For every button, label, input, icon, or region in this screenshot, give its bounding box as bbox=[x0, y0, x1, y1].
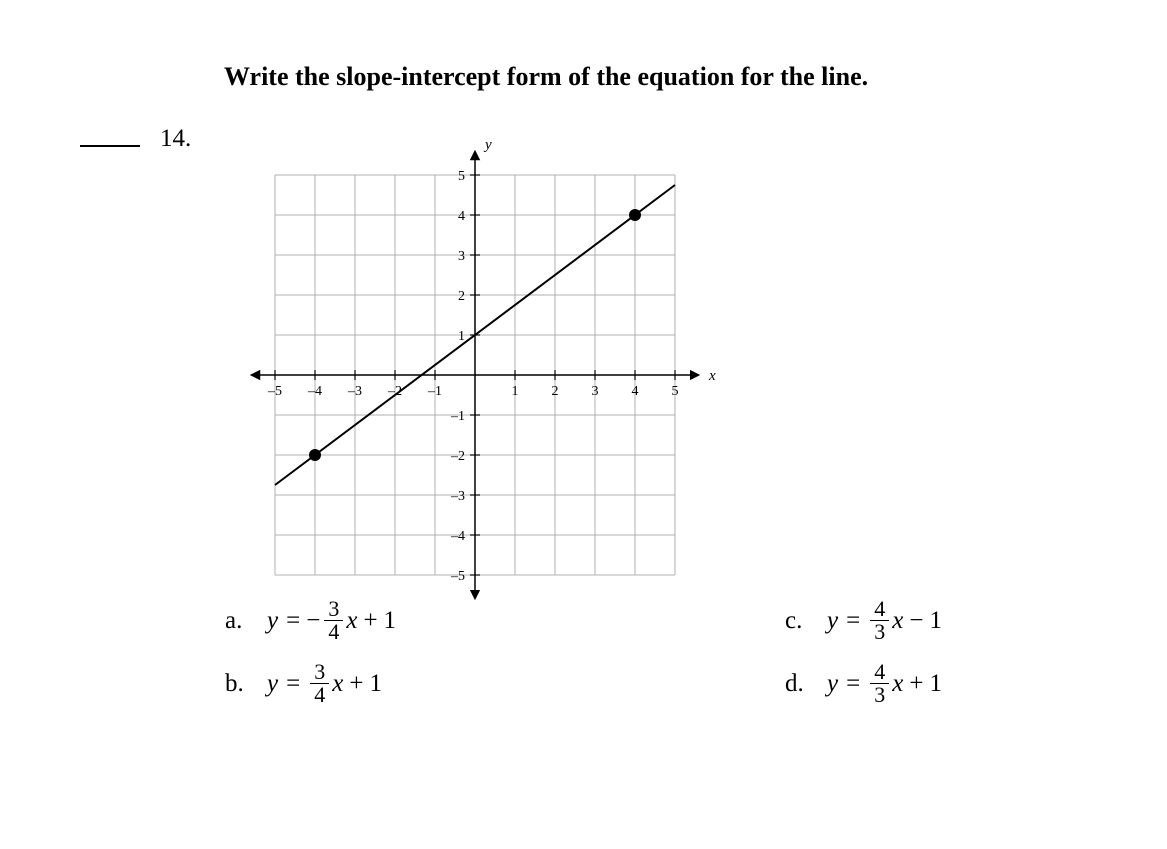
numerator: 4 bbox=[870, 661, 889, 684]
svg-text:3: 3 bbox=[592, 384, 599, 399]
svg-text:2: 2 bbox=[458, 289, 465, 304]
equals-sign: = bbox=[846, 670, 860, 698]
fraction: 3 4 bbox=[324, 598, 343, 643]
operator: + bbox=[909, 670, 923, 698]
option-b-equation: y = 3 4 x + 1 bbox=[267, 661, 382, 706]
constant: 1 bbox=[384, 607, 397, 635]
option-row-2: b. y = 3 4 x + 1 d. y = 4 bbox=[225, 661, 1025, 706]
svg-text:3: 3 bbox=[458, 249, 465, 264]
var-y: y bbox=[267, 670, 278, 698]
svg-text:2: 2 bbox=[552, 384, 559, 399]
option-c-equation: y = 4 3 x − 1 bbox=[827, 598, 942, 643]
svg-text:4: 4 bbox=[632, 384, 639, 399]
option-a: a. y = − 3 4 x + 1 bbox=[225, 598, 785, 643]
svg-text:–1: –1 bbox=[427, 384, 442, 399]
operator: + bbox=[363, 607, 377, 635]
option-a-equation: y = − 3 4 x + 1 bbox=[267, 598, 396, 643]
option-c: c. y = 4 3 x − 1 bbox=[785, 598, 942, 643]
svg-text:–5: –5 bbox=[450, 569, 465, 584]
svg-text:–1: –1 bbox=[450, 409, 465, 424]
fraction: 3 4 bbox=[310, 661, 329, 706]
numerator: 3 bbox=[324, 598, 343, 621]
var-x: x bbox=[892, 607, 903, 635]
answer-options: a. y = − 3 4 x + 1 c. y = 4 bbox=[225, 598, 1025, 724]
graph-svg: –5–4–3–2–112345–5–4–3–2–112345xy bbox=[225, 125, 725, 625]
svg-text:–4: –4 bbox=[307, 384, 322, 399]
var-x: x bbox=[892, 670, 903, 698]
svg-text:5: 5 bbox=[672, 384, 679, 399]
svg-text:y: y bbox=[483, 137, 492, 153]
option-d: d. y = 4 3 x + 1 bbox=[785, 661, 942, 706]
constant: 1 bbox=[929, 670, 942, 698]
option-c-label: c. bbox=[785, 607, 807, 635]
option-b: b. y = 3 4 x + 1 bbox=[225, 661, 785, 706]
constant: 1 bbox=[929, 607, 942, 635]
fraction: 4 3 bbox=[870, 598, 889, 643]
var-y: y bbox=[827, 670, 838, 698]
answer-blank bbox=[80, 145, 140, 147]
constant: 1 bbox=[369, 670, 382, 698]
fraction: 4 3 bbox=[870, 661, 889, 706]
svg-text:4: 4 bbox=[458, 209, 465, 224]
svg-text:5: 5 bbox=[458, 169, 465, 184]
svg-text:–2: –2 bbox=[450, 449, 465, 464]
equals-sign: = bbox=[846, 607, 860, 635]
numerator: 3 bbox=[310, 661, 329, 684]
denominator: 3 bbox=[870, 684, 889, 706]
svg-text:–5: –5 bbox=[267, 384, 282, 399]
option-a-label: a. bbox=[225, 607, 247, 635]
denominator: 4 bbox=[310, 684, 329, 706]
svg-text:–4: –4 bbox=[450, 529, 465, 544]
operator: + bbox=[349, 670, 363, 698]
option-d-equation: y = 4 3 x + 1 bbox=[827, 661, 942, 706]
graph: –5–4–3–2–112345–5–4–3–2–112345xy bbox=[225, 125, 725, 630]
svg-text:1: 1 bbox=[458, 329, 465, 344]
numerator: 4 bbox=[870, 598, 889, 621]
svg-text:1: 1 bbox=[512, 384, 519, 399]
var-y: y bbox=[267, 607, 278, 635]
var-y: y bbox=[827, 607, 838, 635]
equals-sign: = bbox=[286, 670, 300, 698]
svg-text:–3: –3 bbox=[450, 489, 465, 504]
question-number: 14. bbox=[160, 125, 191, 153]
option-row-1: a. y = − 3 4 x + 1 c. y = 4 bbox=[225, 598, 1025, 643]
option-b-label: b. bbox=[225, 670, 247, 698]
instruction-text: Write the slope-intercept form of the eq… bbox=[224, 62, 868, 92]
var-x: x bbox=[332, 670, 343, 698]
operator: − bbox=[909, 607, 923, 635]
var-x: x bbox=[346, 607, 357, 635]
equals-sign: = bbox=[286, 607, 300, 635]
denominator: 3 bbox=[870, 621, 889, 643]
leading-sign: − bbox=[306, 607, 320, 635]
option-d-label: d. bbox=[785, 670, 807, 698]
denominator: 4 bbox=[324, 621, 343, 643]
svg-text:–3: –3 bbox=[347, 384, 362, 399]
svg-text:x: x bbox=[708, 368, 716, 384]
